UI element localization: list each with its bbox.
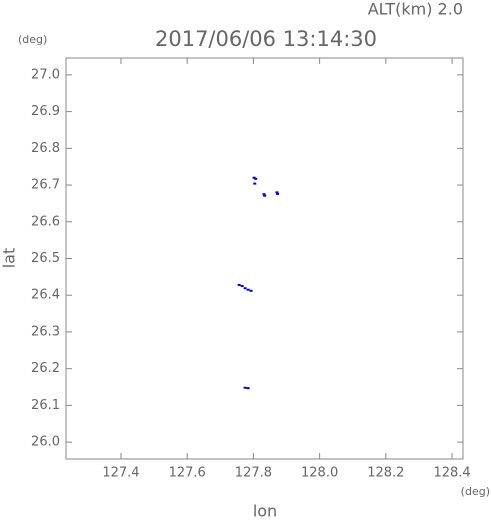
x-tick-label: 128.0 [301,466,338,481]
y-tick-label: 26.5 [31,251,60,266]
point [240,285,244,288]
point [249,289,253,292]
point [246,288,250,291]
x-unit: (deg) [461,485,490,498]
y-tick-label: 27.0 [31,67,60,82]
y-tick-label: 26.9 [31,104,60,119]
x-tick-label: 128.2 [367,466,404,481]
point [252,176,256,179]
y-tick-label: 26.4 [31,288,60,303]
y-tick-label: 26.7 [31,178,60,193]
y-tick-label: 26.0 [31,435,60,450]
y-tick-label: 26.8 [31,141,60,156]
point [246,387,250,390]
y-tick-label: 26.1 [31,398,60,413]
x-tick-label: 127.4 [102,466,139,481]
subtitle: ALT(km) 2.0 [368,0,463,19]
point [243,386,247,389]
x-axis-label: lon [253,502,277,521]
point [263,194,267,197]
point [253,182,257,185]
y-tick-label: 26.2 [31,361,60,376]
point [276,192,280,195]
point [254,177,258,180]
chart-title: 2017/06/06 13:14:30 [155,27,377,51]
y-axis-label: lat [0,248,19,269]
point [275,191,279,194]
y-tick-label: 26.3 [31,324,60,339]
point [243,287,247,290]
x-tick-label: 127.8 [235,466,272,481]
point [262,193,266,196]
x-tick-label: 128.4 [433,466,470,481]
y-unit: (deg) [18,33,47,46]
plot-frame [65,57,464,460]
x-tick-label: 127.6 [169,466,206,481]
point [237,283,241,286]
y-tick-label: 26.6 [31,214,60,229]
